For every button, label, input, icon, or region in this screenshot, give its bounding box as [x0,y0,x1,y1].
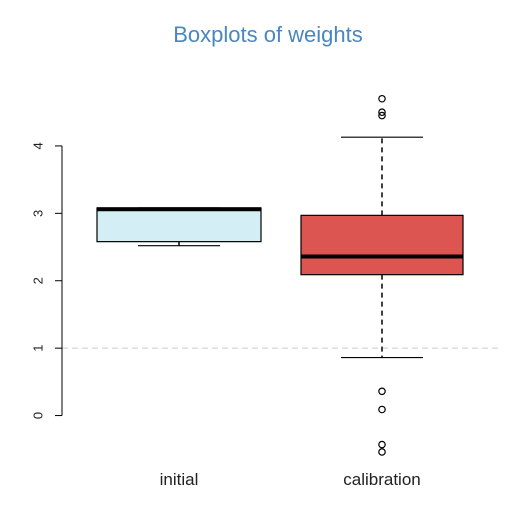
outlier-point [378,111,386,120]
outlier-point [378,387,386,396]
box-iqr [96,207,262,243]
outlier-point [378,448,386,456]
category-label: calibration [343,470,421,489]
y-tick-label: 0 [31,412,46,419]
box-iqr [300,214,464,276]
category-label: initial [160,470,199,489]
y-tick-label: 1 [31,345,46,352]
outlier-point [378,440,386,449]
outlier-point [378,94,386,103]
y-tick-label: 3 [31,210,46,217]
outlier-point [378,108,386,117]
y-tick-label: 2 [31,277,46,284]
outlier-point [378,405,386,414]
box-initial [96,207,262,247]
box-calibration [300,94,464,456]
plot-area: 0 1 2 3 4 [31,94,502,456]
y-tick-label: 4 [31,142,46,149]
chart-title: Boxplots of weights [173,22,363,47]
